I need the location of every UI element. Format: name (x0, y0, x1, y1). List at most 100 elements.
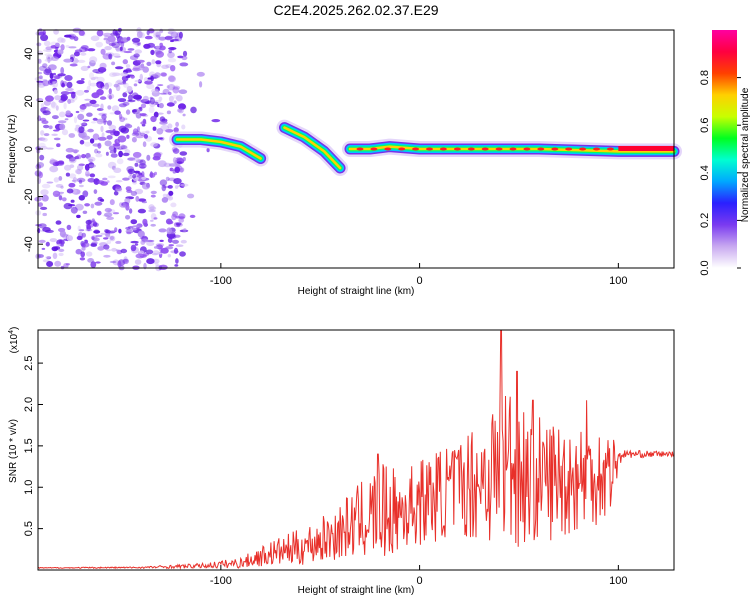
ridge-peak (606, 147, 614, 151)
noise-blob (183, 228, 187, 233)
noise-blob (115, 180, 123, 183)
spectrogram-noise (34, 27, 221, 272)
noise-blob (168, 190, 174, 196)
noise-blob (92, 117, 98, 121)
noise-blob (168, 75, 175, 82)
noise-blob (96, 150, 101, 154)
noise-blob (168, 244, 174, 247)
noise-blob (120, 145, 128, 150)
noise-blob (60, 67, 65, 74)
noise-blob (96, 76, 105, 83)
noise-blob (104, 46, 112, 51)
noise-blob (122, 101, 130, 106)
noise-blob (181, 55, 188, 61)
noise-blob (77, 59, 86, 64)
noise-blob (190, 106, 197, 114)
noise-blob (131, 136, 137, 143)
noise-blob (160, 124, 170, 132)
noise-blob (89, 173, 96, 178)
ridge-peak (384, 147, 392, 151)
noise-blob (80, 242, 90, 248)
noise-blob (179, 251, 186, 257)
noise-blob (94, 201, 103, 206)
noise-blob (158, 228, 167, 233)
noise-blob (136, 126, 140, 132)
noise-blob (81, 78, 85, 81)
noise-blob (91, 236, 95, 241)
noise-blob (89, 72, 94, 80)
y-tick-label: 2.0 (23, 397, 35, 412)
noise-blob (86, 112, 93, 117)
noise-blob (42, 79, 48, 82)
ridge-peak (426, 147, 433, 151)
noise-blob (137, 198, 147, 202)
noise-blob (100, 125, 104, 133)
noise-blob (38, 65, 47, 71)
noise-blob (159, 42, 163, 48)
noise-blob (119, 116, 125, 123)
noise-blob (97, 142, 102, 149)
noise-blob (157, 160, 167, 168)
noise-blob (106, 180, 110, 183)
noise-blob (116, 79, 123, 85)
noise-blob (138, 107, 142, 110)
noise-blob (43, 133, 50, 137)
noise-blob (125, 64, 131, 68)
noise-blob (52, 80, 59, 88)
noise-blob (89, 99, 97, 105)
noise-blob (41, 247, 46, 250)
noise-blob (148, 209, 156, 213)
noise-blob (175, 244, 184, 247)
noise-blob (97, 136, 107, 141)
snr-axis-ticks: -100 0 100 0.5 1.0 1.5 2.0 2.5 (23, 355, 628, 587)
noise-blob (149, 97, 155, 105)
noise-blob (154, 72, 161, 78)
noise-blob (146, 61, 152, 66)
noise-blob (199, 81, 203, 88)
noise-blob (111, 61, 116, 66)
noise-blob (178, 103, 186, 110)
noise-blob (78, 163, 85, 167)
noise-blob (75, 110, 80, 114)
noise-blob (168, 95, 174, 103)
noise-blob (42, 49, 52, 52)
noise-blob (85, 170, 90, 177)
noise-blob (63, 202, 73, 210)
noise-blob (127, 168, 135, 174)
noise-blob (100, 103, 104, 110)
noise-blob (143, 77, 149, 82)
noise-blob (145, 130, 150, 134)
noise-blob (146, 154, 151, 161)
noise-blob (109, 260, 117, 264)
noise-blob (174, 35, 178, 38)
noise-blob (86, 48, 96, 52)
noise-blob (106, 120, 113, 126)
noise-blob (164, 35, 173, 41)
noise-blob (45, 147, 54, 150)
noise-blob (40, 130, 45, 136)
colorbar-tick-label: 0.4 (699, 165, 711, 180)
noise-blob (149, 206, 157, 211)
noise-blob (135, 253, 145, 259)
noise-blob (61, 82, 65, 88)
noise-blob (69, 63, 78, 67)
noise-blob (116, 158, 124, 165)
noise-blob (133, 170, 140, 174)
noise-blob (69, 35, 75, 40)
noise-blob (124, 69, 133, 73)
noise-blob (189, 214, 196, 218)
noise-blob (37, 254, 44, 258)
x-tick-label: -100 (210, 275, 232, 287)
noise-blob (60, 243, 64, 247)
noise-blob (122, 59, 128, 65)
noise-blob (122, 92, 128, 98)
noise-blob (58, 248, 65, 252)
noise-blob (60, 94, 68, 101)
noise-blob (132, 151, 142, 158)
ridge-peak (398, 147, 406, 151)
noise-blob (73, 36, 79, 42)
noise-blob (142, 66, 149, 73)
ridge-peak (551, 147, 559, 151)
noise-blob (96, 29, 104, 37)
noise-blob (60, 44, 65, 51)
